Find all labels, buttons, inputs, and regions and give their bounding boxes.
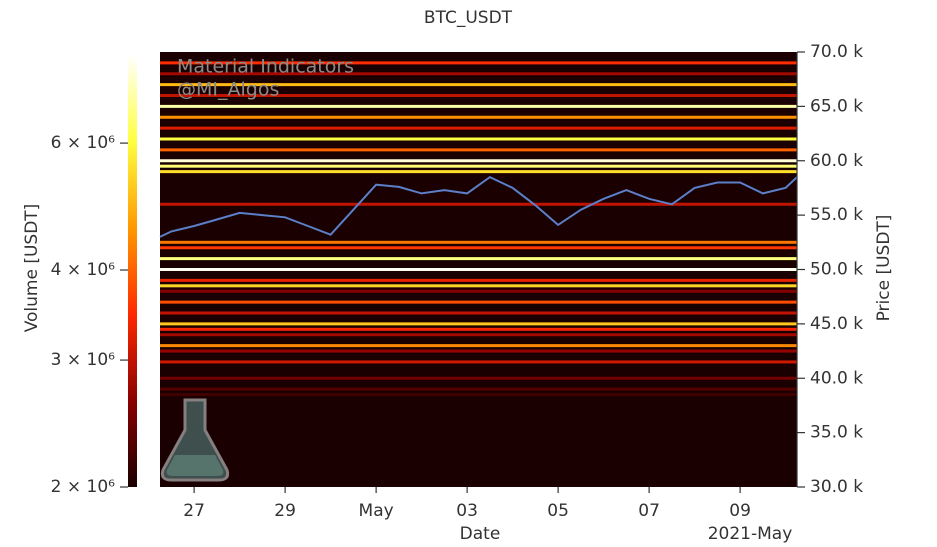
liquidity-level [160, 349, 797, 353]
liquidity-level [160, 387, 797, 391]
x-tick-label: 03 [456, 501, 478, 521]
liquidity-level [160, 83, 797, 87]
x-tick-label: 09 [729, 501, 751, 521]
liquidity-level [160, 115, 797, 119]
x-tick-label: 29 [274, 501, 296, 521]
liquidity-level [160, 393, 797, 397]
watermark: Material Indicators [177, 56, 354, 78]
chart-title: BTC_USDT [424, 8, 513, 28]
x-axis-label: Date [460, 524, 501, 544]
liquidity-level [160, 268, 797, 271]
liquidity-level [160, 72, 797, 76]
liquidity-level [160, 344, 797, 348]
plot-layers [159, 61, 798, 397]
y-tick-label: 30.0 k [810, 477, 863, 497]
x-tick-label: May [359, 501, 394, 521]
liquidity-level [160, 278, 797, 282]
y-tick-label: 65.0 k [810, 96, 863, 116]
liquidity-level [160, 311, 797, 315]
liquidity-level [160, 159, 797, 163]
liquidity-level [160, 246, 797, 250]
colorbar-tick-label: 3 × 10⁶ [51, 350, 115, 370]
price-line [159, 175, 798, 238]
colorbar-tick-label: 4 × 10⁶ [51, 260, 115, 280]
liquidity-level [160, 137, 797, 141]
y-tick-label: 35.0 k [810, 423, 863, 443]
y-tick-label: 40.0 k [810, 368, 863, 388]
x-offset-label: 2021-May [708, 524, 793, 544]
liquidity-level [160, 300, 797, 304]
y-tick-label: 50.0 k [810, 260, 863, 280]
colorbar [128, 55, 137, 487]
liquidity-level [160, 322, 797, 326]
colorbar-label: Volume [USDT] [22, 204, 42, 333]
y-tick-label: 70.0 k [810, 42, 863, 62]
liquidity-level [160, 126, 797, 130]
liquidity-level [160, 240, 797, 244]
y-tick-label: 45.0 k [810, 314, 863, 334]
liquidity-level [160, 104, 797, 108]
liquidity-level [160, 360, 797, 364]
liquidity-level [160, 333, 797, 337]
y-axis-label: Price [USDT] [874, 215, 894, 322]
colorbar-tick-label: 6 × 10⁶ [51, 133, 115, 153]
x-tick-label: 05 [547, 501, 569, 521]
liquidity-level [160, 202, 797, 206]
liquidity-level [160, 164, 797, 168]
x-tick-label: 27 [183, 501, 205, 521]
liquidity-level [160, 61, 797, 65]
liquidity-level [160, 257, 797, 261]
liquidity-level [160, 327, 797, 331]
logo [160, 398, 230, 482]
liquidity-level [160, 148, 797, 152]
colorbar-tick-label: 2 × 10⁶ [51, 477, 115, 497]
liquidity-level [160, 289, 797, 293]
liquidity-level [160, 94, 797, 97]
y-tick-label: 60.0 k [810, 151, 863, 171]
liquidity-level [160, 376, 797, 380]
watermark: @MI_Algos [177, 79, 279, 101]
y-tick-label: 55.0 k [810, 205, 863, 225]
liquidity-level [160, 170, 797, 174]
liquidity-level [160, 284, 797, 288]
x-tick-label: 07 [638, 501, 660, 521]
